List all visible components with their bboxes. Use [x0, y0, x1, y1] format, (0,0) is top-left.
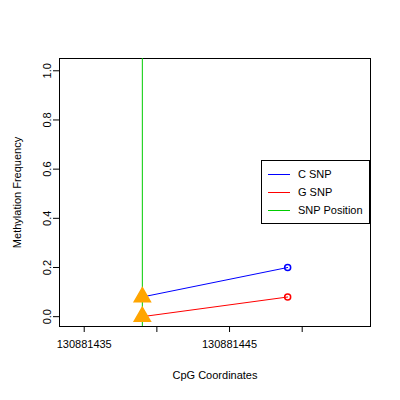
svg-text:130881435: 130881435	[57, 338, 112, 350]
svg-text:0.6: 0.6	[41, 161, 53, 176]
html-text:C SNP: C SNP	[298, 168, 332, 180]
svg-text:1.0: 1.0	[41, 63, 53, 78]
svg-text:0.2: 0.2	[41, 260, 53, 275]
svg-text:Methylation Frequency: Methylation Frequency	[11, 136, 23, 248]
html-text:SNP Position: SNP Position	[298, 204, 363, 216]
svg-text:0.8: 0.8	[41, 112, 53, 127]
svg-text:0.0: 0.0	[41, 309, 53, 324]
svg-text:CpG Coordinates: CpG Coordinates	[173, 369, 258, 381]
html-text:G SNP: G SNP	[298, 186, 333, 198]
svg-text:0.4: 0.4	[41, 211, 53, 226]
svg-text:130881445: 130881445	[202, 338, 257, 350]
